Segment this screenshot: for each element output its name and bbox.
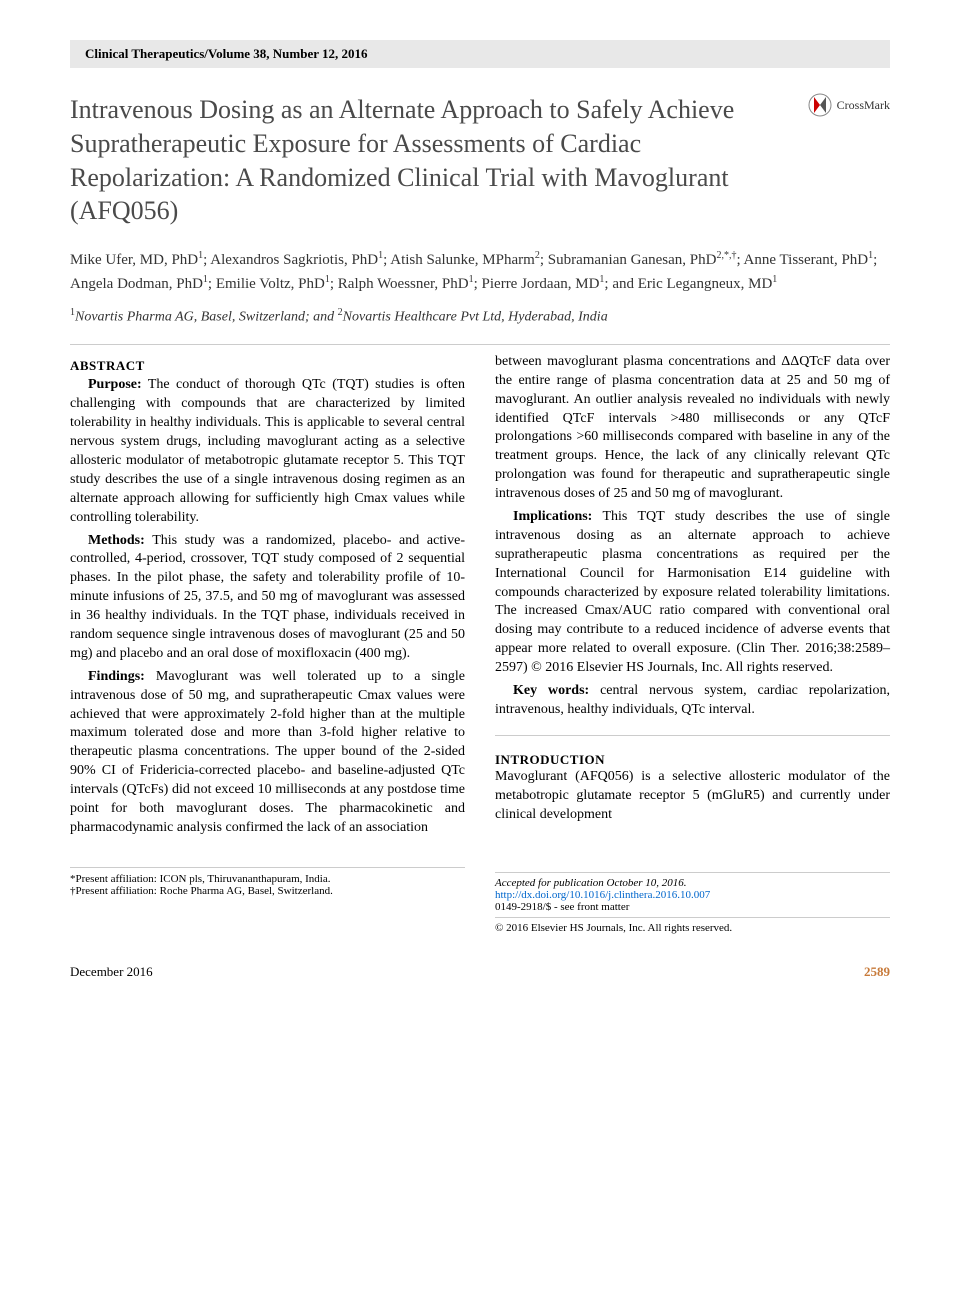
crossmark-icon bbox=[808, 93, 832, 117]
title-row: Intravenous Dosing as an Alternate Appro… bbox=[70, 93, 890, 228]
copyright-line: © 2016 Elsevier HS Journals, Inc. All ri… bbox=[495, 922, 890, 934]
crossmark-label: CrossMark bbox=[837, 98, 890, 113]
issn-line: 0149-2918/$ - see front matter bbox=[495, 901, 890, 913]
divider bbox=[70, 344, 890, 345]
abstract-findings-col1: Findings: Mavoglurant was well tolerated… bbox=[70, 668, 465, 838]
right-column: between mavoglurant plasma concentration… bbox=[495, 353, 890, 842]
methods-text: This study was a randomized, placebo- an… bbox=[70, 533, 465, 661]
footer-notes: *Present affiliation: ICON pls, Thiruvan… bbox=[70, 867, 890, 934]
introduction-text: Mavoglurant (AFQ056) is a selective allo… bbox=[495, 768, 890, 825]
implications-label: Implications: bbox=[513, 509, 592, 524]
present-affiliation-1: *Present affiliation: ICON pls, Thiruvan… bbox=[70, 873, 465, 885]
abstract-methods: Methods: This study was a randomized, pl… bbox=[70, 532, 465, 664]
body-columns: ABSTRACT Purpose: The conduct of thoroug… bbox=[70, 353, 890, 842]
abstract-keywords: Key words: central nervous system, cardi… bbox=[495, 682, 890, 720]
accepted-date: Accepted for publication October 10, 201… bbox=[495, 877, 890, 889]
doi-link[interactable]: http://dx.doi.org/10.1016/j.clinthera.20… bbox=[495, 889, 890, 901]
abstract-findings-col2: between mavoglurant plasma concentration… bbox=[495, 353, 890, 504]
crossmark-badge[interactable]: CrossMark bbox=[808, 93, 890, 117]
journal-page: Clinical Therapeutics/Volume 38, Number … bbox=[0, 0, 960, 1010]
present-affiliation-2: †Present affiliation: Roche Pharma AG, B… bbox=[70, 885, 465, 897]
page-footer: December 2016 2589 bbox=[70, 964, 890, 980]
footer-left: *Present affiliation: ICON pls, Thiruvan… bbox=[70, 867, 465, 934]
purpose-text: The conduct of thorough QTc (TQT) studie… bbox=[70, 377, 465, 524]
article-title: Intravenous Dosing as an Alternate Appro… bbox=[70, 93, 808, 228]
keywords-label: Key words: bbox=[513, 683, 589, 698]
affiliations: 1Novartis Pharma AG, Basel, Switzerland;… bbox=[70, 307, 890, 326]
footer-divider-top bbox=[495, 872, 890, 873]
abstract-implications: Implications: This TQT study describes t… bbox=[495, 508, 890, 678]
authors-list: Mike Ufer, MD, PhD1; Alexandros Sagkriot… bbox=[70, 248, 890, 295]
implications-text: This TQT study describes the use of sing… bbox=[495, 509, 890, 675]
footer-right: Accepted for publication October 10, 201… bbox=[495, 867, 890, 934]
findings-text-1: Mavoglurant was well tolerated up to a s… bbox=[70, 669, 465, 835]
journal-header: Clinical Therapeutics/Volume 38, Number … bbox=[70, 40, 890, 68]
footer-date: December 2016 bbox=[70, 964, 153, 980]
methods-label: Methods: bbox=[88, 533, 145, 548]
abstract-purpose: Purpose: The conduct of thorough QTc (TQ… bbox=[70, 376, 465, 527]
introduction-heading: INTRODUCTION bbox=[495, 751, 890, 769]
findings-label: Findings: bbox=[88, 669, 145, 684]
abstract-heading: ABSTRACT bbox=[70, 357, 465, 375]
divider-intro bbox=[495, 735, 890, 736]
footer-divider-mid bbox=[495, 917, 890, 918]
purpose-label: Purpose: bbox=[88, 377, 142, 392]
page-number: 2589 bbox=[864, 964, 890, 980]
left-column: ABSTRACT Purpose: The conduct of thoroug… bbox=[70, 353, 465, 842]
journal-line: Clinical Therapeutics/Volume 38, Number … bbox=[85, 46, 368, 61]
